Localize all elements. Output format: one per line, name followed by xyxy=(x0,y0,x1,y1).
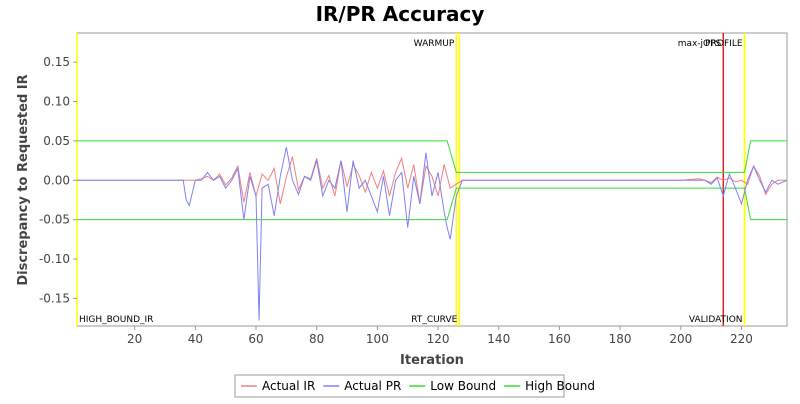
marker-label: PROFILE xyxy=(705,39,743,49)
y-tick-label: 0.05 xyxy=(43,134,70,148)
y-tick-label: 0.10 xyxy=(43,95,70,109)
x-tick-label: 60 xyxy=(248,332,263,346)
series-line xyxy=(77,140,787,173)
y-axis-label: Discrepancy to Requested IR xyxy=(16,74,31,285)
series-line xyxy=(77,156,787,205)
series-lines xyxy=(77,140,788,321)
y-tick-label: -0.10 xyxy=(39,252,70,266)
y-axis-ticks: -0.15 -0.10 -0.05 0.00 0.05 0.10 0.15 xyxy=(39,55,77,305)
series-line xyxy=(77,147,788,321)
x-tick-label: 200 xyxy=(669,332,692,346)
x-tick-label: 160 xyxy=(548,332,571,346)
legend-label: Low Bound xyxy=(430,379,496,393)
y-tick-label: -0.15 xyxy=(39,291,70,305)
y-tick-label: -0.05 xyxy=(39,213,70,227)
x-tick-label: 220 xyxy=(730,332,753,346)
x-tick-label: 100 xyxy=(366,332,389,346)
legend-label: Actual IR xyxy=(262,379,315,393)
x-tick-label: 180 xyxy=(609,332,632,346)
legend-label: Actual PR xyxy=(344,379,401,393)
marker-label: max-jOPS xyxy=(678,39,722,49)
marker-label: WARMUP xyxy=(414,39,455,49)
x-axis-ticks: 20 40 60 80 100 120 140 160 180 200 220 xyxy=(127,326,753,346)
y-tick-label: 0.15 xyxy=(43,55,70,69)
x-tick-label: 140 xyxy=(487,332,510,346)
x-tick-label: 20 xyxy=(127,332,142,346)
x-axis-label: Iteration xyxy=(400,353,464,368)
marker-label: VALIDATION xyxy=(689,315,743,325)
plot-area xyxy=(76,32,788,327)
marker-label: RT_CURVE xyxy=(411,315,457,325)
y-tick-label: 0.00 xyxy=(43,173,70,187)
legend-label: High Bound xyxy=(525,379,595,393)
marker-label: HIGH_BOUND_IR xyxy=(79,315,153,325)
x-tick-label: 40 xyxy=(188,332,203,346)
x-tick-label: 120 xyxy=(427,332,450,346)
legend: Actual IR Actual PR Low Bound High Bound xyxy=(234,374,595,398)
chart-title: IR/PR Accuracy xyxy=(316,2,485,26)
series-line xyxy=(77,187,787,221)
legend-box xyxy=(234,374,565,398)
x-tick-label: 80 xyxy=(309,332,324,346)
